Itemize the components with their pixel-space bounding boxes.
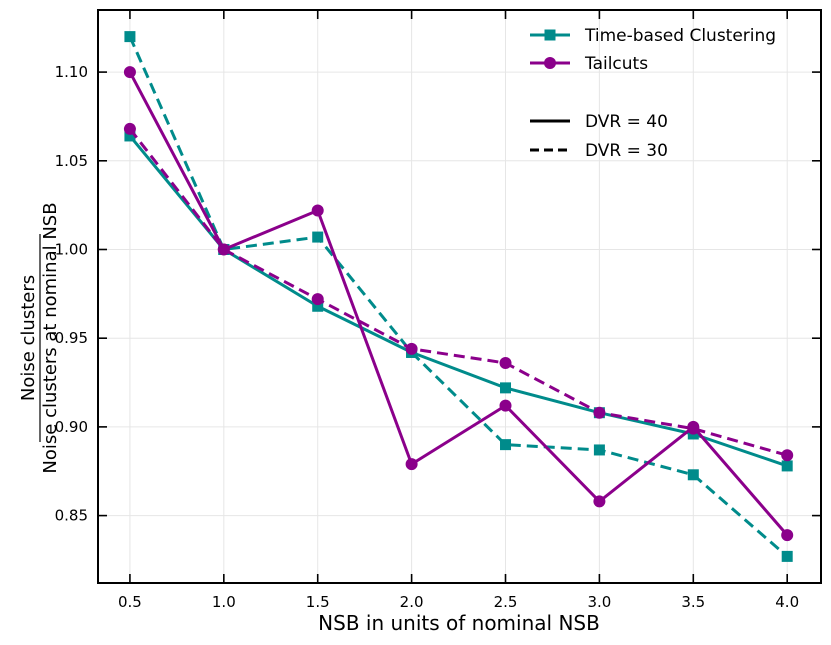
data-point-3-4: [499, 357, 512, 370]
x-tick-label-0: 0.5: [118, 593, 142, 611]
tick-layer: 0.5 1.0 1.5 2.0 2.5 3.0 3.5 4.0 0.85 0.90 0.95 1.00…: [55, 10, 821, 611]
series-line-3: [128, 127, 788, 457]
series-0: [124, 130, 793, 472]
legend: Time-based Clustering Tailcuts DVR = 40 DVR…: [530, 26, 776, 161]
y-tick-label-2: 0.95: [55, 329, 88, 347]
legend-style-label-0: DVR = 40: [585, 112, 668, 132]
data-point-3-1: [217, 243, 230, 256]
data-point-3-0: [123, 122, 136, 135]
data-point-3-2: [311, 293, 324, 306]
data-point-3-5: [593, 406, 606, 419]
x-tick-label-5: 3.0: [587, 593, 611, 611]
series-1: [124, 31, 793, 562]
data-point-0-0: [124, 130, 136, 142]
data-point-2-0: [123, 66, 136, 79]
x-tick-label-6: 3.5: [681, 593, 705, 611]
series-layer: [123, 31, 794, 562]
y-tick-label-0: 0.85: [55, 507, 88, 525]
data-point-2-7: [781, 529, 794, 542]
y-tick-label-3: 1.00: [55, 240, 88, 258]
x-tick-label-1: 1.0: [212, 593, 236, 611]
x-tick-label-2: 1.5: [306, 593, 330, 611]
legend-label-1: Tailcuts: [584, 54, 648, 74]
series-line-1: [128, 36, 789, 558]
data-point-0-7: [781, 460, 793, 472]
series-line-0: [128, 134, 788, 468]
legend-marker-1: [544, 57, 556, 69]
data-point-3-3: [405, 342, 418, 355]
grid-layer: [98, 10, 821, 583]
series-line-2: [128, 71, 789, 537]
data-point-1-7: [781, 550, 793, 562]
data-point-1-0: [124, 31, 136, 43]
data-point-1-2: [312, 231, 324, 243]
y-tick-label-1: 0.90: [55, 418, 88, 436]
y-axis-label: Noise clusters Noise clusters at nominal…: [18, 202, 61, 473]
x-tick-label-4: 2.5: [494, 593, 518, 611]
series-3: [123, 122, 794, 462]
data-point-2-4: [499, 399, 512, 412]
data-point-1-5: [593, 444, 605, 456]
x-tick-label-3: 2.0: [400, 593, 424, 611]
data-point-0-4: [500, 382, 512, 394]
legend-style-label-1: DVR = 30: [585, 141, 668, 161]
x-tick-label-7: 4.0: [775, 593, 799, 611]
data-point-3-7: [781, 449, 794, 462]
plot-frame: [97, 9, 822, 584]
legend-label-0: Time-based Clustering: [584, 26, 776, 46]
data-point-3-6: [687, 422, 700, 435]
y-tick-label-5: 1.10: [55, 63, 88, 81]
y-axis-label-denominator: Noise clusters at nominal NSB: [40, 202, 61, 473]
data-point-2-2: [311, 204, 324, 217]
y-axis-label-numerator: Noise clusters: [18, 275, 39, 401]
y-tick-label-4: 1.05: [55, 152, 88, 170]
x-axis-label: NSB in units of nominal NSB: [318, 611, 600, 635]
data-point-2-3: [405, 458, 418, 471]
legend-marker-0: [544, 29, 556, 41]
data-point-0-2: [312, 300, 324, 312]
data-point-1-6: [687, 469, 699, 481]
data-point-2-5: [593, 495, 606, 508]
data-point-1-4: [500, 439, 512, 451]
